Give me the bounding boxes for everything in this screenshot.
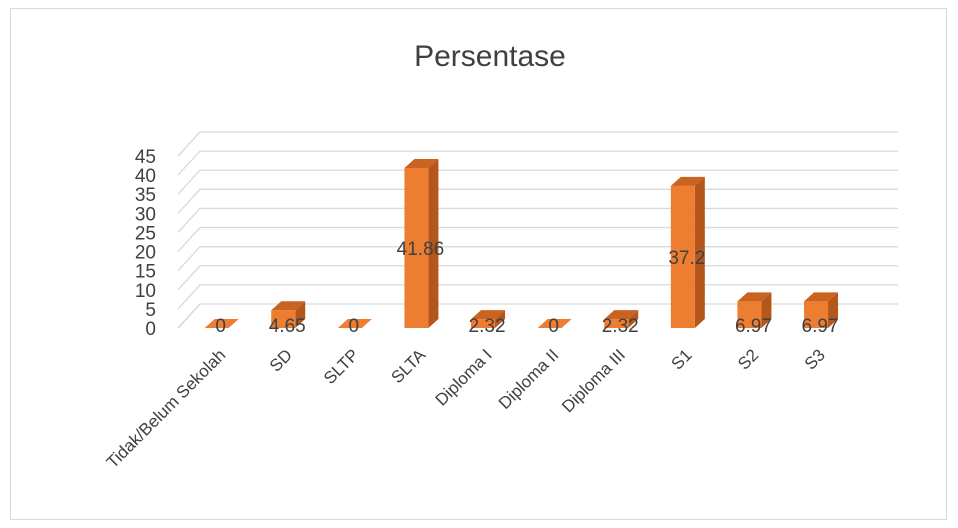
data-label: 37.2: [668, 248, 705, 269]
data-label: 6.97: [735, 316, 772, 337]
data-label: 0: [548, 316, 559, 337]
y-tick-label: 30: [135, 204, 156, 225]
bar: [737, 292, 772, 328]
bar-top: [271, 301, 306, 311]
gridline: [177, 246, 898, 272]
x-category-label: S1: [668, 345, 696, 373]
bar-front: [604, 319, 629, 328]
x-category-label: SLTP: [320, 345, 363, 388]
bar-side: [828, 292, 839, 328]
bar: [271, 301, 306, 328]
y-tick-label: 35: [135, 185, 156, 206]
bar-top: [337, 319, 372, 328]
bar-top: [604, 310, 639, 320]
y-tick-label: 10: [135, 281, 156, 302]
y-tick-label: 15: [135, 262, 156, 283]
bars: [204, 159, 839, 328]
x-category-label: SD: [266, 345, 296, 375]
data-label: 2.32: [469, 316, 506, 337]
gridline: [177, 284, 898, 310]
gridline: [177, 207, 898, 233]
bar-top: [737, 292, 772, 302]
bar-top: [404, 159, 439, 169]
gridlines: [177, 131, 898, 329]
bar-side: [761, 292, 772, 328]
y-tick-label: 45: [135, 147, 156, 168]
data-label: 41.86: [397, 239, 445, 260]
x-category-label: Diploma II: [495, 345, 563, 413]
bar: [537, 319, 572, 328]
floor-edge: [177, 303, 201, 329]
bar-top: [804, 292, 839, 302]
bar-front: [471, 319, 496, 328]
data-label: 0: [349, 316, 360, 337]
data-label: 0: [215, 316, 226, 337]
bar-front: [271, 310, 296, 328]
data-labels: 0 4.65 0 41.86 2.32 0 2.32 37.2 6.97 6.97: [215, 239, 838, 337]
bar-front: [737, 301, 762, 328]
gridline: [177, 131, 898, 157]
bar: [337, 319, 372, 328]
y-tick-label: 40: [135, 166, 156, 187]
gridline: [177, 150, 898, 176]
gridline: [177, 226, 898, 252]
gridline: [177, 265, 898, 291]
y-tick-label: 20: [135, 243, 156, 264]
bar-front: [670, 185, 695, 328]
bar-side: [295, 301, 306, 328]
gridline: [177, 188, 898, 214]
bar: [404, 159, 439, 328]
x-category-label: Tidak/Belum Sekolah: [103, 345, 230, 472]
data-label: 6.97: [802, 316, 839, 337]
bar-side: [428, 159, 439, 328]
x-category-label: Diploma III: [558, 345, 629, 416]
bar-side: [628, 310, 639, 328]
bar-top: [204, 319, 239, 328]
x-category-label: S2: [734, 345, 762, 373]
bar-top: [471, 310, 506, 320]
x-category-label: SLTA: [388, 345, 430, 387]
bar: [471, 310, 506, 328]
y-tick-label: 5: [145, 300, 156, 321]
bar-side: [495, 310, 506, 328]
bar: [804, 292, 839, 328]
x-category-label: Diploma I: [432, 345, 496, 409]
bar-top: [537, 319, 572, 328]
chart-title: Persentase: [414, 40, 566, 73]
bar-top: [670, 176, 705, 186]
gridline: [177, 169, 898, 195]
bar: [204, 319, 239, 328]
bar-front: [804, 301, 829, 328]
bar-side: [694, 176, 705, 328]
bar: [604, 310, 639, 328]
y-tick-label: 25: [135, 223, 156, 244]
y-tick-label: 0: [145, 319, 156, 340]
x-category-label: S3: [801, 345, 829, 373]
data-label: 4.65: [269, 316, 306, 337]
chart-frame: [10, 8, 947, 520]
bar: [670, 176, 705, 328]
data-label: 2.32: [602, 316, 639, 337]
bar-front: [404, 168, 429, 328]
x-axis-categories: Tidak/Belum Sekolah SD SLTP SLTA Diploma I Di…: [103, 345, 829, 472]
